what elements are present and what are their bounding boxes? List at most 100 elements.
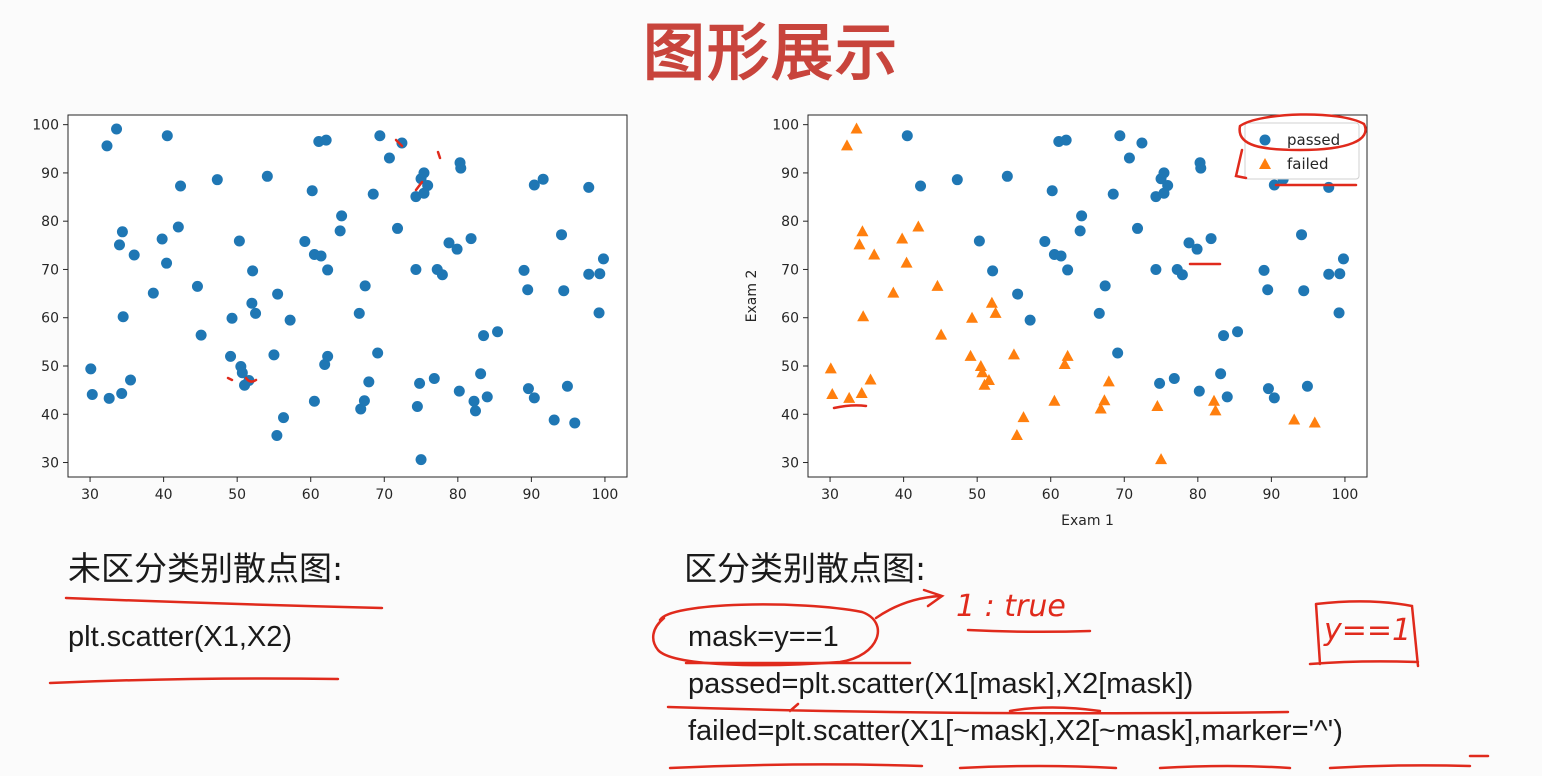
data-point-point (374, 130, 386, 142)
right-code-line-mask: mask=y==1 (688, 621, 839, 653)
data-point-point (528, 392, 540, 404)
data-point-failed (935, 328, 948, 340)
x-tick-label: 100 (1332, 487, 1359, 503)
data-point-passed (1024, 314, 1036, 326)
data-point-point (436, 269, 448, 281)
data-point-point (116, 387, 128, 399)
data-point-point (558, 285, 570, 297)
data-point-passed (1062, 264, 1074, 276)
data-point-point (261, 170, 273, 182)
data-point-point (353, 307, 365, 319)
data-point-passed (1296, 229, 1308, 241)
data-point-point (225, 350, 237, 362)
data-point-point (236, 367, 248, 379)
y-tick-label: 90 (781, 166, 799, 182)
data-point-failed (1058, 358, 1071, 370)
data-point-point (411, 401, 423, 413)
data-point-point (191, 280, 203, 292)
data-point-passed (1055, 250, 1067, 262)
data-point-passed (1334, 268, 1346, 280)
data-point-point (250, 307, 262, 319)
data-point-passed (1112, 347, 1124, 359)
data-point-passed (1262, 383, 1274, 395)
left-plot-frame (67, 114, 628, 478)
data-point-failed (855, 386, 868, 398)
data-point-point (428, 373, 440, 385)
data-point-passed (1183, 237, 1195, 249)
data-point-point (358, 395, 370, 407)
x-tick-label: 60 (302, 487, 320, 503)
data-point-point (383, 152, 395, 164)
data-point-failed (853, 238, 866, 250)
data-point-point (415, 454, 427, 466)
data-point-point (594, 268, 606, 280)
data-point-passed (915, 180, 927, 192)
data-point-point (86, 388, 98, 400)
data-point-failed (887, 286, 900, 298)
data-point-failed (1094, 402, 1107, 414)
data-point-failed (1151, 400, 1164, 412)
data-point-point (299, 235, 311, 247)
data-point-point (355, 403, 367, 415)
data-point-point (522, 383, 534, 395)
data-point-point (548, 414, 560, 426)
data-point-failed (964, 349, 977, 361)
legend-label-failed: failed (1287, 155, 1329, 173)
data-point-point (392, 222, 404, 234)
data-point-failed (857, 310, 870, 322)
data-point-passed (1123, 152, 1135, 164)
data-point-point (125, 374, 137, 386)
legend: passed failed (1244, 122, 1360, 180)
data-point-point (359, 280, 371, 292)
data-point-passed (1150, 263, 1162, 275)
data-point-point (556, 229, 568, 241)
data-point-failed (864, 373, 877, 385)
data-point-passed (1154, 377, 1166, 389)
data-point-point (156, 233, 168, 245)
data-point-failed (974, 359, 987, 371)
data-point-point (469, 405, 481, 417)
data-point-passed (1205, 233, 1217, 245)
data-point-passed (1221, 391, 1233, 403)
data-point-passed (1298, 285, 1310, 297)
data-point-failed (868, 248, 881, 260)
data-point-failed (900, 256, 913, 268)
data-point-point (334, 225, 346, 237)
y-tick-label: 70 (781, 262, 799, 278)
data-point-point (455, 162, 467, 174)
legend-marker-passed (1259, 134, 1271, 146)
data-point-failed (1102, 375, 1115, 387)
data-point-failed (982, 373, 995, 385)
data-point-passed (1107, 188, 1119, 200)
data-point-failed (966, 311, 979, 323)
right-code-line-failed: failed=plt.scatter(X1[~mask],X2[~mask],m… (688, 715, 1343, 747)
data-point-passed (1162, 179, 1174, 191)
slide-title: 图形展示 (642, 16, 899, 89)
data-point-passed (1301, 380, 1313, 392)
x-tick-label: 90 (1262, 487, 1280, 503)
data-point-passed (1132, 222, 1144, 234)
data-point-point (271, 429, 283, 441)
x-tick-label: 30 (821, 487, 839, 503)
data-point-passed (1168, 373, 1180, 385)
data-point-failed (856, 225, 869, 237)
data-point-point (453, 385, 465, 397)
data-point-passed (1076, 210, 1088, 222)
y-tick-label: 80 (41, 214, 59, 230)
data-point-passed (987, 265, 999, 277)
data-point-passed (1039, 235, 1051, 247)
data-point-point (363, 376, 375, 388)
data-point-point (583, 181, 595, 193)
data-point-point (226, 312, 238, 324)
data-point-point (315, 250, 327, 262)
data-point-passed (1323, 268, 1335, 280)
data-point-point (492, 326, 504, 338)
x-tick-label: 40 (155, 487, 173, 503)
data-point-point (211, 174, 223, 186)
x-tick-label: 50 (228, 487, 246, 503)
y-axis-label: Exam 2 (744, 270, 760, 323)
x-tick-label: 80 (449, 487, 467, 503)
data-point-passed (1176, 269, 1188, 281)
data-point-failed (1098, 394, 1111, 406)
